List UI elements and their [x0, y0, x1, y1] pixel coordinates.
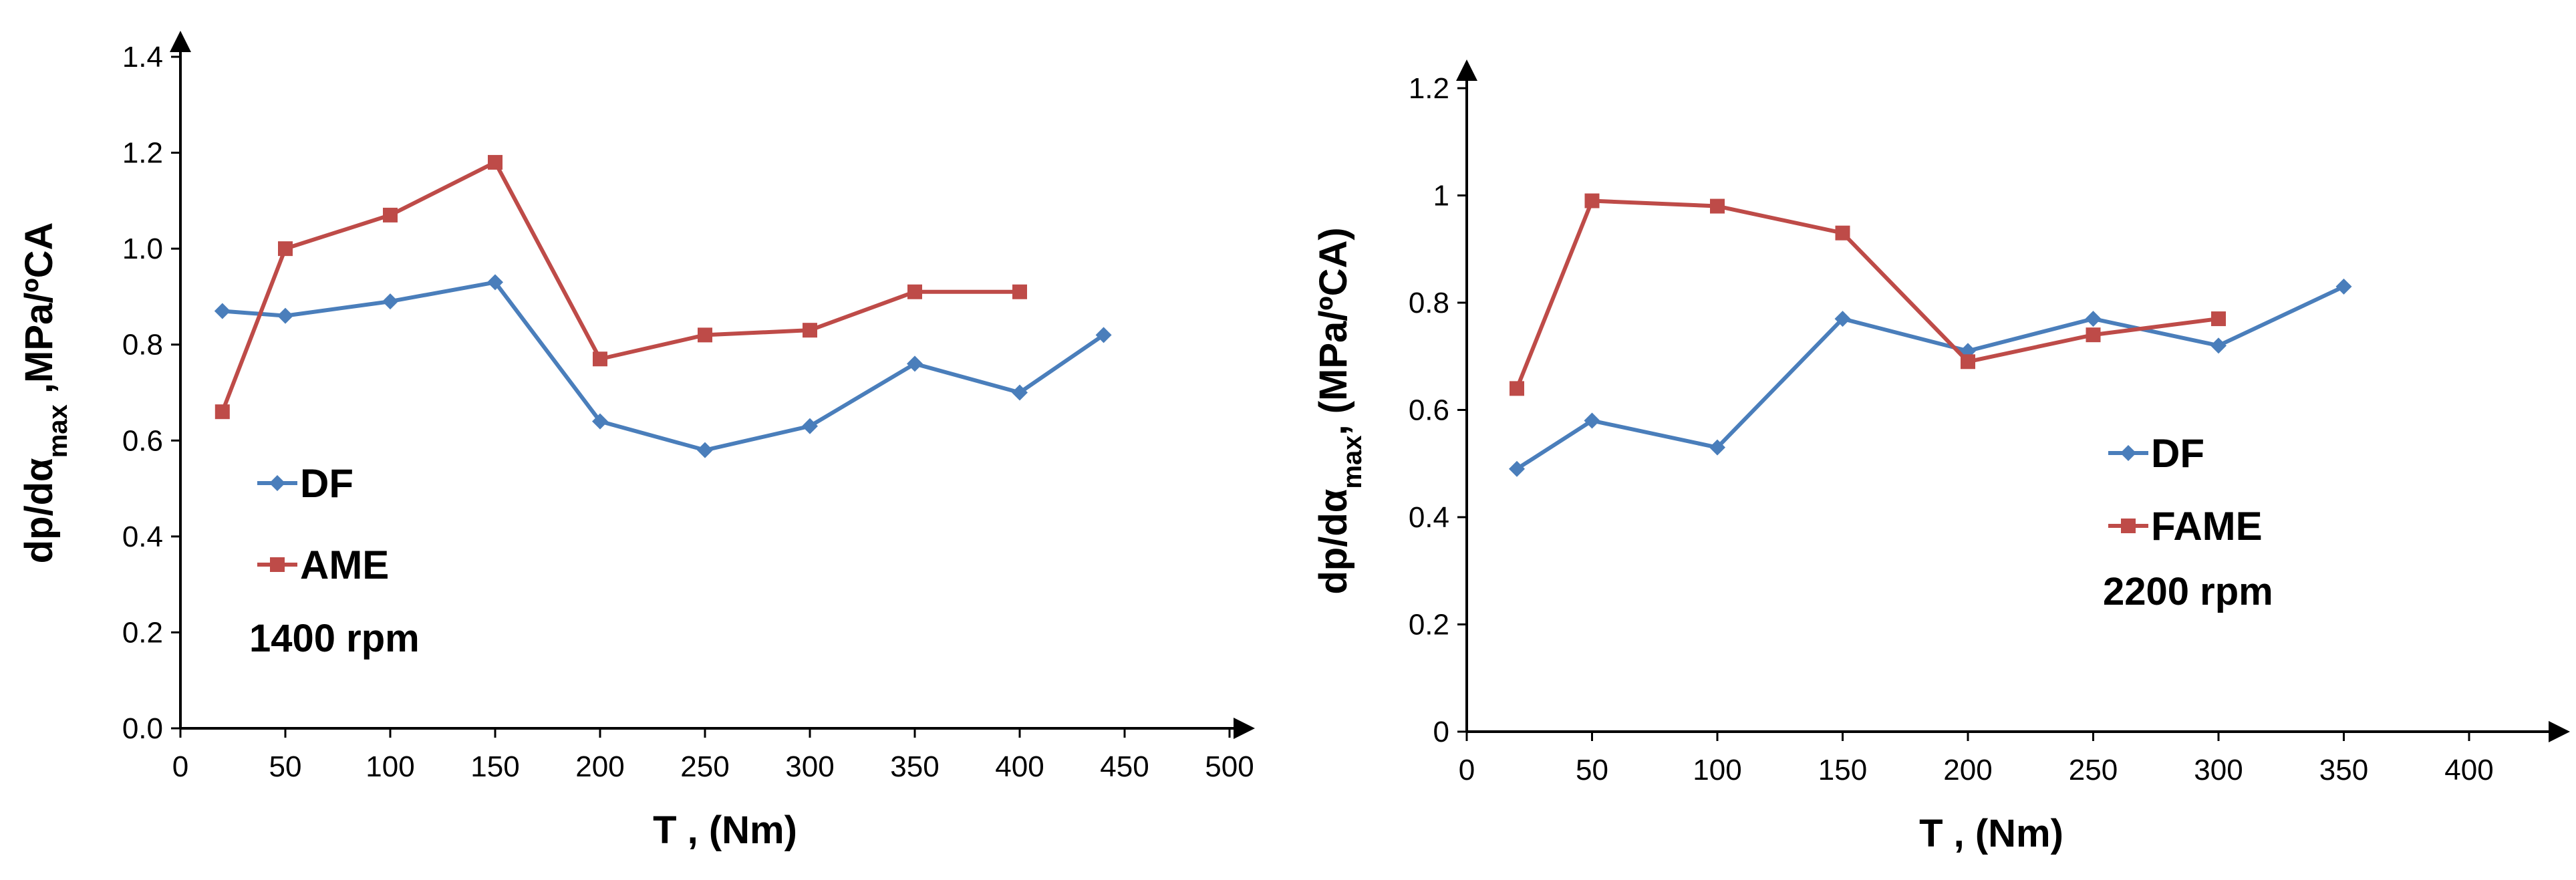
y-axis-label-units: , (MPa/ºCA)	[1312, 227, 1355, 435]
x-tick-label: 150	[470, 750, 519, 783]
x-tick-label: 100	[366, 750, 414, 783]
x-axis-label: T , (Nm)	[1919, 812, 2063, 855]
y-axis-label-units: ,MPa/ºCA	[17, 223, 61, 405]
x-tick-label: 250	[680, 750, 729, 783]
y-tick-label: 0.0	[122, 712, 163, 745]
data-point-fame	[2211, 311, 2226, 327]
x-tick-label: 350	[2319, 754, 2368, 786]
series-line-fame	[1515, 198, 2219, 390]
data-point-df	[1584, 412, 1600, 429]
data-point-fame	[1961, 354, 1975, 370]
x-tick-label: 500	[1205, 750, 1254, 783]
data-point-ame	[803, 323, 817, 338]
data-point-fame	[2086, 327, 2101, 343]
x-tick-label: 400	[995, 750, 1044, 783]
data-point-df	[214, 303, 231, 319]
data-point-fame	[1584, 193, 1600, 208]
y-tick-label: 0.4	[1409, 501, 1449, 534]
data-point-df	[382, 293, 398, 310]
legend-marker-ame	[270, 557, 285, 572]
series-line-df	[222, 280, 1105, 452]
data-point-ame	[278, 241, 293, 257]
data-point-fame	[1835, 225, 1850, 241]
y-tick-label: 1	[1433, 180, 1449, 212]
y-tick-label: 1.0	[122, 233, 163, 265]
data-point-ame	[214, 404, 230, 420]
y-tick-label: 0.6	[1409, 394, 1449, 427]
y-axis-label-main: dp/dα	[1312, 488, 1355, 594]
data-point-df	[802, 418, 818, 434]
legend-marker-df	[2120, 445, 2136, 461]
data-point-df	[2335, 278, 2352, 295]
x-tick-label: 300	[2194, 754, 2243, 786]
x-tick-label: 0	[172, 750, 188, 783]
data-point-ame	[698, 327, 712, 343]
x-tick-label: 50	[269, 750, 302, 783]
x-tick-label: 200	[575, 750, 624, 783]
legend-label-df: DF	[2151, 431, 2204, 476]
y-axis-label: dp/dαmax ,MPa/ºCA	[17, 223, 73, 564]
y-tick-label: 0.4	[122, 521, 163, 553]
legend-label-ame: AME	[300, 543, 389, 587]
y-tick-label: 0.6	[122, 424, 163, 457]
data-point-df	[277, 307, 293, 324]
legend-label-df: DF	[300, 461, 353, 506]
data-point-df	[1095, 327, 1112, 343]
x-axis-label: T , (Nm)	[653, 809, 797, 852]
data-point-fame	[1510, 381, 1524, 396]
series-line-df	[1516, 285, 2345, 471]
y-axis-label-main: dp/dα	[17, 458, 61, 563]
legend-marker-df	[269, 475, 285, 491]
x-tick-label: 200	[1943, 754, 1992, 786]
rpm-annotation: 2200 rpm	[2103, 570, 2273, 613]
data-point-fame	[1710, 198, 1725, 214]
x-tick-label: 400	[2444, 754, 2493, 786]
data-point-ame	[488, 154, 503, 170]
x-tick-label: 350	[890, 750, 939, 783]
y-tick-label: 0.8	[122, 329, 163, 361]
rpm-annotation: 1400 rpm	[249, 617, 420, 660]
data-point-df	[697, 442, 713, 458]
x-tick-label: 150	[1818, 754, 1867, 786]
chart-2200rpm: 0 0.2 0.4 0.6 0.8 1 1.2 0 50 100 150 200 250 300 350 40…	[1312, 59, 2570, 855]
x-tick-label: 50	[1576, 754, 1608, 786]
chart-1400rpm: 0.0 0.2 0.4 0.6 0.8 1.0 1.2 1.4 0 50 100 150 200 250 3…	[17, 31, 1255, 852]
y-axis-label: dp/dαmax, (MPa/ºCA)	[1312, 227, 1367, 594]
y-tick-label: 0.2	[1409, 609, 1449, 641]
y-axis-label-subscript: max	[43, 404, 73, 458]
y-tick-label: 1.2	[122, 137, 163, 170]
y-tick-label: 0.2	[122, 616, 163, 649]
y-tick-label: 1.2	[1409, 72, 1449, 105]
legend-marker-fame	[2121, 519, 2136, 533]
data-point-ame	[383, 207, 398, 223]
y-tick-label: 0.8	[1409, 287, 1449, 319]
y-tick-label: 0	[1433, 716, 1449, 748]
data-point-df	[592, 413, 608, 430]
x-tick-label: 250	[2069, 754, 2118, 786]
data-point-df	[2085, 311, 2102, 327]
data-point-df	[1509, 460, 1525, 477]
legend-label-fame: FAME	[2151, 504, 2263, 549]
y-tick-label: 1.4	[122, 41, 163, 74]
x-tick-label: 450	[1100, 750, 1149, 783]
data-point-df	[1834, 311, 1851, 327]
y-axis-label-subscript: max	[1338, 436, 1367, 489]
data-point-df	[2210, 337, 2227, 354]
x-tick-label: 0	[1459, 754, 1475, 786]
data-point-ame	[1012, 284, 1027, 299]
data-point-df	[1012, 384, 1028, 401]
data-point-df	[487, 274, 503, 291]
x-tick-label: 100	[1693, 754, 1741, 786]
data-point-ame	[593, 351, 607, 367]
x-tick-label: 300	[785, 750, 834, 783]
data-point-ame	[907, 284, 922, 299]
data-point-df	[907, 355, 923, 372]
data-point-df	[1709, 439, 1725, 456]
